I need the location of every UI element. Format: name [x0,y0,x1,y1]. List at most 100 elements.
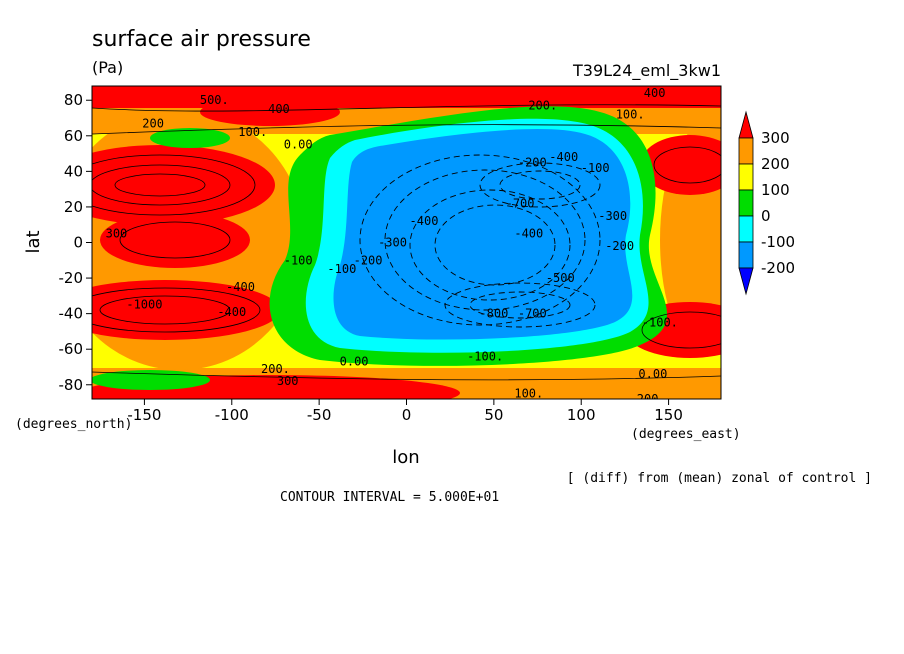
contour-label: 100. [238,125,267,139]
solid-contour-1 [92,154,256,216]
contour-label: -400 [226,280,255,294]
dashed-contour-1 [359,154,601,326]
dashed-contour-2 [384,169,586,311]
contour-label: -300 [598,209,627,223]
solid-contours [92,104,721,381]
x-tick-label: 0 [402,406,412,424]
contour-label: -200. [630,392,666,406]
contour-label: 100. [514,387,543,401]
solid-contour-2 [92,164,231,206]
contour-label: -200 [605,239,634,253]
dashed-contour-6 [499,170,581,200]
colorbar-swatch [738,241,754,269]
diff-note: [ (diff) from (mean) zonal of control ] [567,471,872,486]
x-tick-label: 100 [567,406,596,424]
colorbar-label: -200 [761,259,795,277]
contour-label: 200 [142,116,164,130]
solid-contour-south-rim [92,371,721,381]
contour-label: -400 [549,150,578,164]
dashed-contours [359,154,601,328]
contour-label: -200 [354,253,383,267]
solid-contour-7 [641,311,721,349]
x-tick-label: 50 [484,406,503,424]
contour-label: 200. [528,99,557,113]
x-axis-ticks: -150 -100 -50 0 50 100 150 [127,399,683,424]
colorbar-swatch [738,215,754,243]
colorbar-swatch [738,163,754,191]
contour-label: -700 [518,307,547,321]
colorbar-label: 200 [761,155,790,173]
colorbar-swatch [738,137,754,165]
y-axis-ticks: 80 60 40 20 0 -20 -40 -60 -80 [59,91,92,394]
contour-label: -400 [410,214,439,228]
dashed-contour-7 [444,282,596,328]
x-tick-label: -50 [307,406,332,424]
green-northwest-patch [150,128,230,148]
contour-label: 300 [106,227,128,241]
solid-contour-4 [92,287,261,333]
colorbar-label: 100 [761,181,790,199]
contour-label: 200. [261,362,290,376]
x-tick-label: -150 [127,406,161,424]
contour-label: 500. [200,93,229,107]
contour-label: -1000 [126,298,162,312]
colorbar-label: 0 [761,207,771,225]
y-tick-label: -20 [59,269,84,287]
colorbar: 300 200 100 0 -100 -200 [738,110,795,296]
y-tick-label: -80 [59,376,84,394]
y-tick-label: -40 [59,305,84,323]
colorbar-swatch-bottom [738,267,754,296]
contour-label: 0.00 [284,138,313,152]
colorbar-label: -100 [761,233,795,251]
contour-label: -400 [217,305,246,319]
run-label: T39L24_eml_3kw1 [572,61,721,81]
contour-label: -100 [581,161,610,175]
contour-label: -700 [506,196,535,210]
chart-title: surface air pressure [92,27,311,52]
contour-label: -300 [378,236,407,250]
contour-label: -100. [642,316,678,330]
solid-contour-3 [114,173,206,197]
colorbar-swatch [738,189,754,217]
colorbar-label: 300 [761,129,790,147]
west-red-center [100,212,250,268]
contour-label: -100. [467,349,503,363]
contour-interval: CONTOUR INTERVAL = 5.000E+01 [280,490,499,505]
contour-label: 300 [277,374,299,388]
dashed-contour-5 [479,162,601,208]
solid-contour-north-band [92,124,721,135]
contour-labels: 500.400200100.0.00200.100.400-200-700-40… [106,86,678,406]
x-axis-label: lon [392,447,419,468]
west-red-north [92,145,275,225]
units-label: (Pa) [92,58,123,77]
y-tick-label: 20 [64,198,83,216]
contour-label: -100 [327,262,356,276]
contour-label: 400 [644,86,666,100]
contour-label: -100 [284,253,313,267]
dashed-contour-4 [434,204,556,286]
contour-label: 400 [268,102,290,116]
y-tick-label: 60 [64,127,83,145]
y-unit-label: (degrees_north) [15,417,132,432]
dashed-contour-8 [469,291,571,319]
y-tick-label: 40 [64,162,83,180]
contour-field: 500.400200100.0.00200.100.400-200-700-40… [92,86,721,406]
contour-label: 0.00 [340,355,369,369]
east-red-north [640,135,721,195]
x-unit-label: (degrees_east) [631,427,741,442]
solid-contour-6 [119,221,231,259]
green-southwest-patch [92,370,210,390]
y-tick-label: -60 [59,340,84,358]
y-tick-label: 0 [73,234,83,252]
blue-region [333,129,633,340]
dashed-contour-3 [409,189,571,301]
contour-label: 0.00 [638,367,667,381]
solid-contour-8 [653,146,721,184]
contour-label: -400 [514,227,543,241]
x-tick-label: 150 [654,406,683,424]
colorbar-swatch-top [738,110,754,139]
solid-contour-5 [99,295,231,325]
north-red-lobe [200,98,340,126]
contour-label: -800 [479,307,508,321]
